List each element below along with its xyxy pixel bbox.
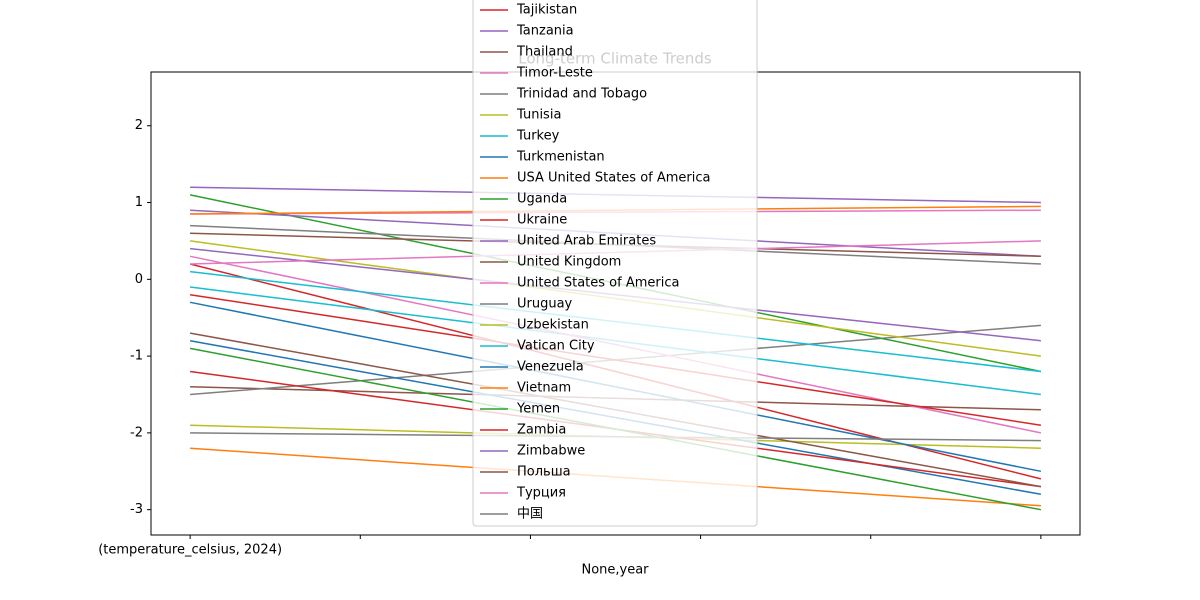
legend-label: Tajikistan [516, 3, 577, 18]
legend: Tajikistan Tanzania Thailand Timor-Leste Tri… [472, 0, 758, 527]
y-tick-label: -1 [130, 349, 143, 364]
legend-label: Thailand [516, 45, 573, 60]
legend-label: 中国 [517, 507, 543, 522]
legend-box [472, 0, 758, 527]
legend-label: Vatican City [517, 339, 595, 354]
y-tick-label: 2 [135, 118, 143, 133]
legend-label: Venezuela [517, 360, 584, 375]
legend-label: Uganda [517, 192, 567, 207]
legend-label: Zimbabwe [517, 444, 585, 459]
legend-label: United Arab Emirates [517, 234, 656, 249]
y-tick-label: 1 [135, 195, 143, 210]
legend-label: Польша [517, 465, 571, 480]
y-tick-label: -2 [130, 425, 143, 440]
legend-label: USA United States of America [517, 171, 710, 186]
legend-label: Trinidad and Tobago [516, 87, 647, 102]
legend-label: Yemen [516, 402, 560, 417]
legend-label: Zambia [517, 423, 566, 438]
y-tick-label: -3 [130, 502, 143, 517]
legend-label: United States of America [517, 276, 679, 291]
legend-label: Turkey [516, 129, 560, 144]
legend-label: United Kingdom [517, 255, 621, 270]
x-tick-label: (temperature_celsius, 2024) [98, 543, 282, 558]
legend-label: Vietnam [517, 381, 571, 396]
legend-label: Tunisia [516, 108, 561, 123]
legend-label: Turkmenistan [516, 150, 605, 165]
legend-label: Uzbekistan [517, 318, 589, 333]
legend-label: Uruguay [517, 297, 573, 312]
legend-label: Tanzania [516, 24, 574, 39]
legend-label: Timor-Leste [516, 66, 593, 81]
legend-label: Ukraine [517, 213, 567, 228]
legend-label: Турция [516, 486, 566, 501]
y-tick-label: 0 [135, 272, 143, 287]
x-axis-label: None,year [581, 563, 649, 578]
